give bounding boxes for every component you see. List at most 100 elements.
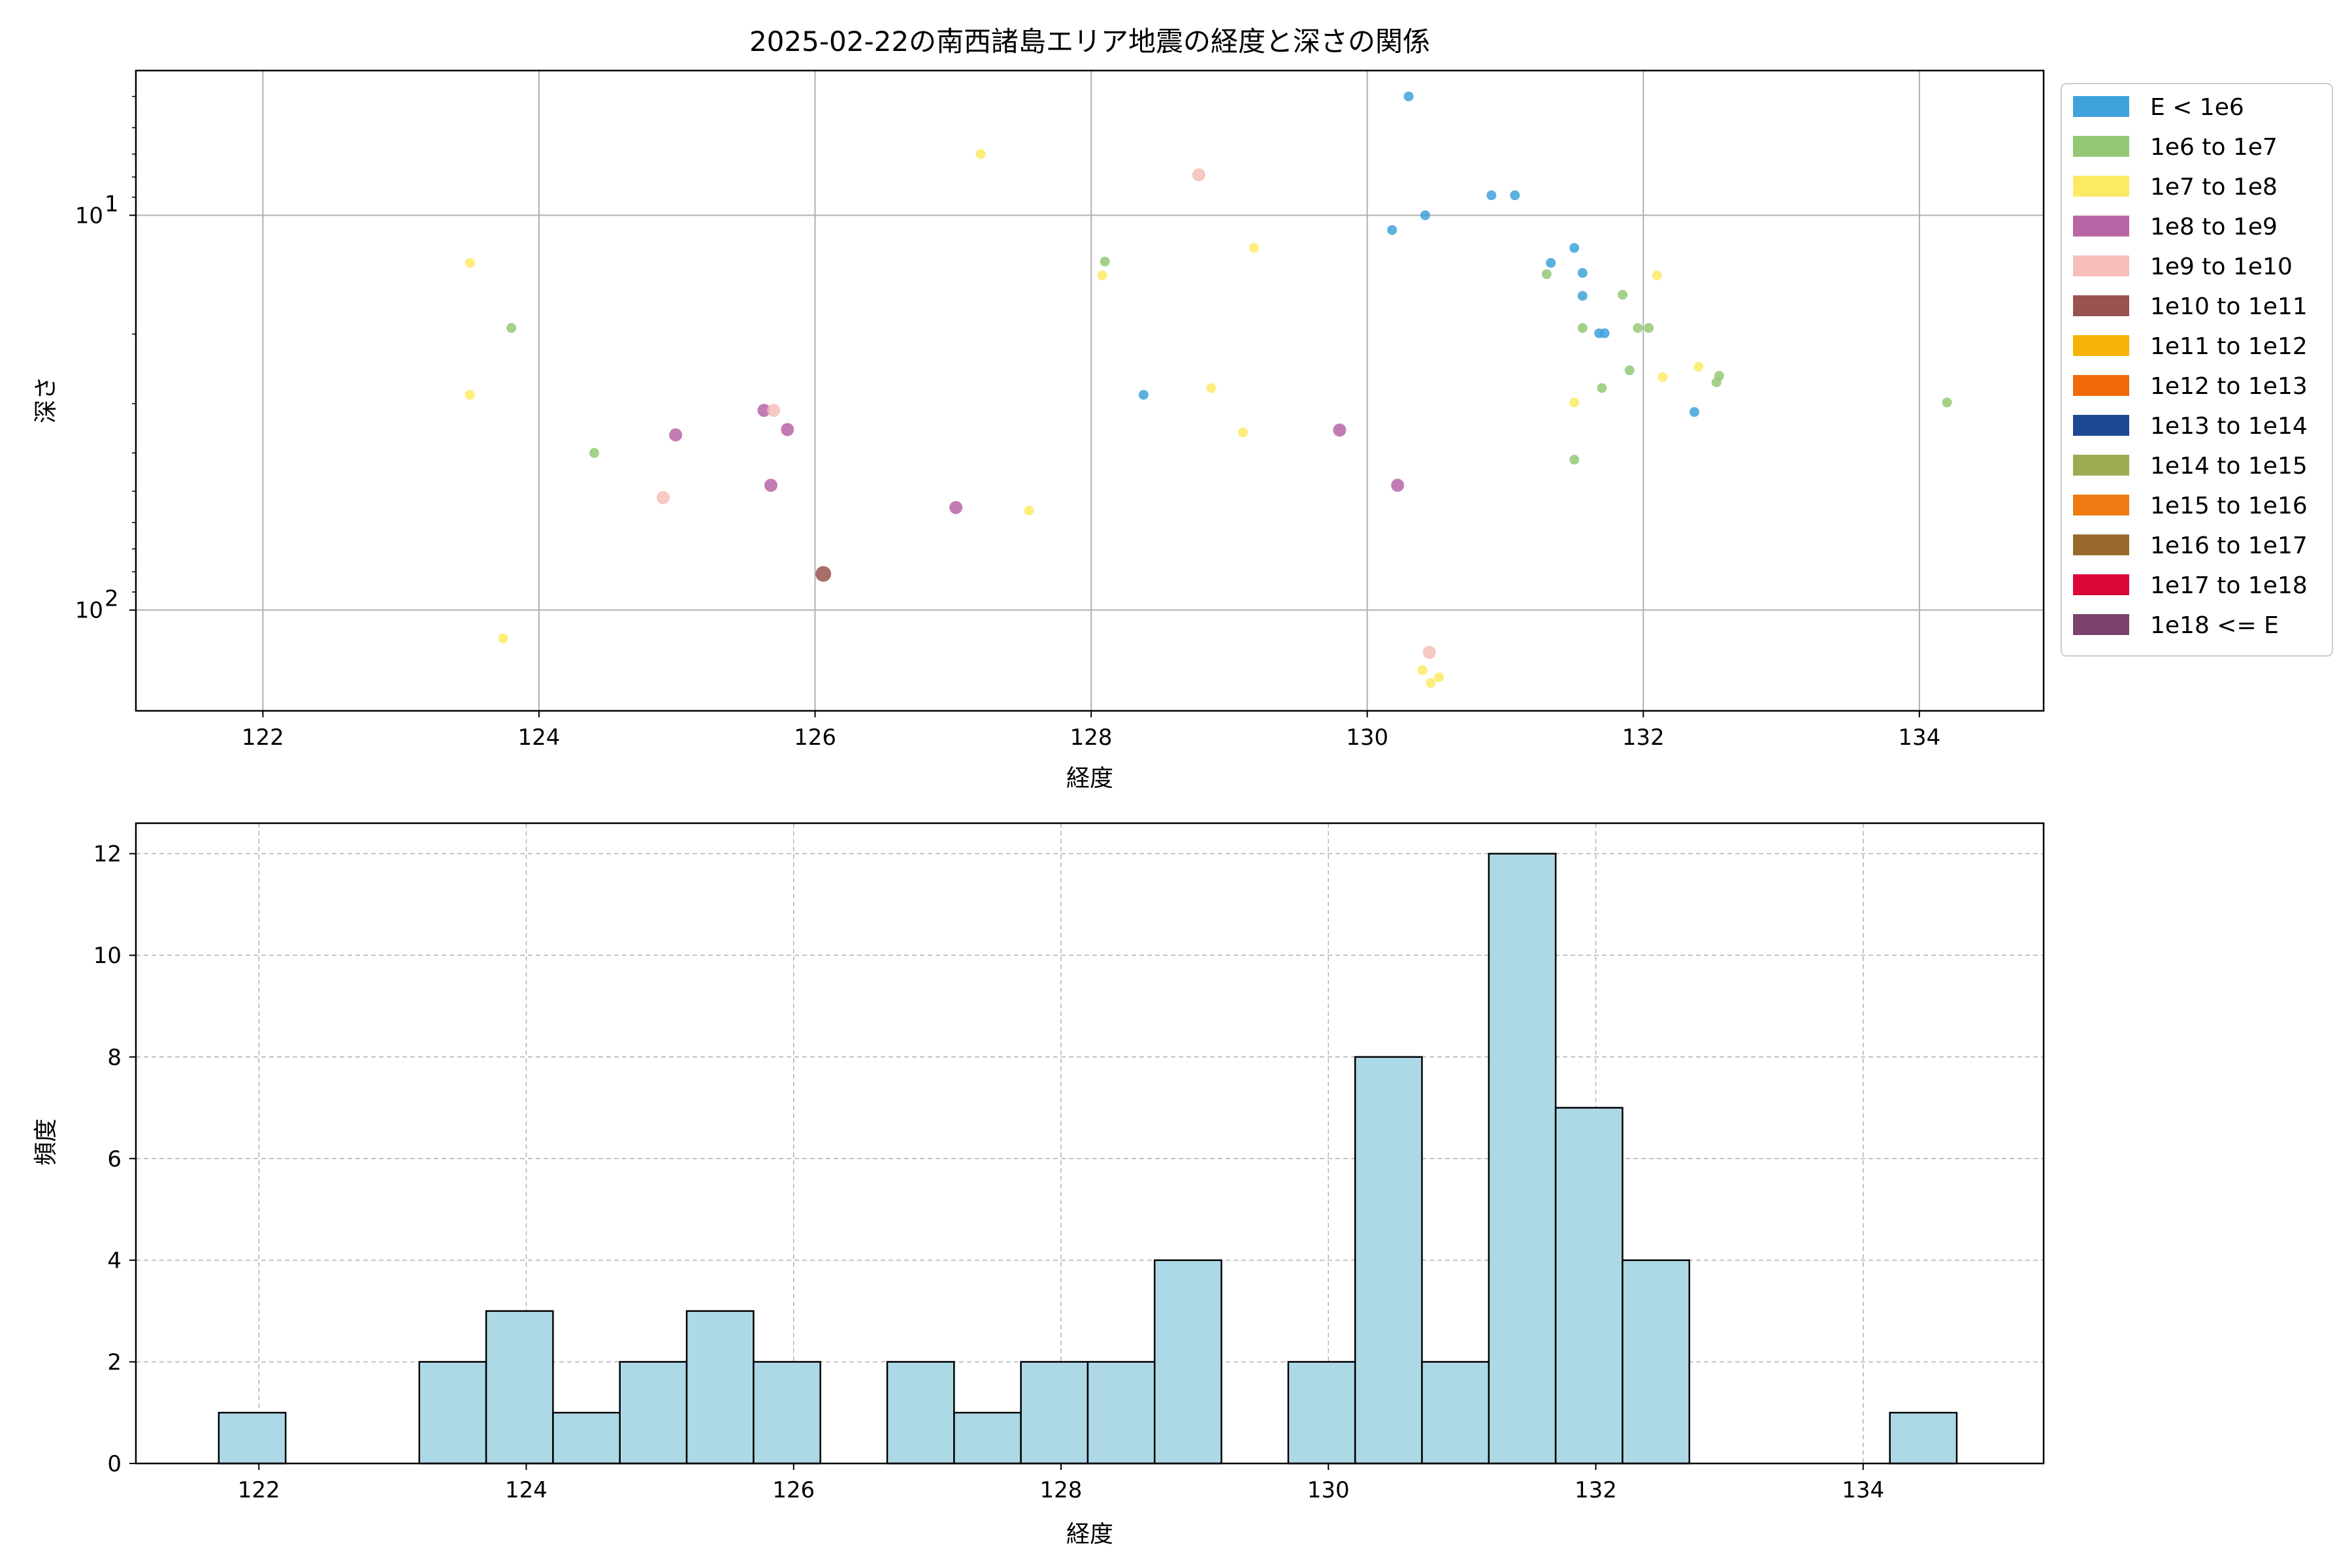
legend-swatch [2073, 255, 2129, 276]
legend-label: 1e7 to 1e8 [2150, 174, 2278, 201]
scatter-point [1541, 269, 1552, 280]
hist-bar [1153, 1259, 1222, 1465]
hist-bar [1421, 1361, 1490, 1465]
scatter-point [506, 323, 517, 333]
hist-y-tick-label: 12 [93, 841, 122, 868]
scatter-point [1644, 323, 1654, 333]
hist-bar [1622, 1259, 1690, 1465]
scatter-x-tick-label: 134 [1898, 725, 1940, 751]
scatter-point [1192, 168, 1205, 182]
legend-swatch [2073, 176, 2129, 197]
scatter-x-tick-label: 122 [242, 725, 284, 751]
scatter-x-tick-label: 124 [518, 725, 561, 751]
hist-bar [1020, 1361, 1089, 1465]
legend-swatch [2073, 495, 2129, 515]
hist-ylabel: 頻度 [33, 1119, 59, 1166]
hist-bar [685, 1310, 755, 1465]
chart-title: 2025-02-22の南西諸島エリア地震の経度と深さの関係 [749, 25, 1430, 57]
legend-swatch [2073, 375, 2129, 396]
scatter-point [1097, 270, 1107, 281]
scatter-point [1249, 243, 1259, 253]
hist-xlabel: 経度 [1066, 1521, 1113, 1548]
scatter-x-tick-label: 126 [794, 725, 836, 751]
scatter-point [1569, 397, 1580, 408]
legend-swatch [2073, 136, 2129, 157]
legend-swatch [2073, 295, 2129, 316]
hist-y-tick-label: 8 [107, 1045, 122, 1071]
scatter-point [1942, 397, 1952, 408]
legend-label: E < 1e6 [2150, 94, 2244, 121]
scatter-point [1689, 407, 1699, 417]
scatter-point [1403, 91, 1414, 102]
scatter-point [1417, 665, 1428, 676]
legend-label: 1e10 to 1e11 [2150, 293, 2308, 320]
scatter-ylabel: 深さ [33, 376, 59, 423]
scatter-point [1599, 328, 1610, 338]
legend-swatch [2073, 335, 2129, 356]
legend-box [2061, 83, 2333, 657]
scatter-point [781, 423, 794, 436]
legend-label: 1e15 to 1e16 [2150, 493, 2308, 519]
hist-bar [953, 1411, 1022, 1465]
scatter-point [1387, 225, 1397, 235]
scatter-point [1652, 270, 1662, 281]
hist-y-tick-label: 0 [107, 1451, 122, 1477]
scatter-point [465, 389, 475, 400]
hist-x-tick-label: 122 [238, 1477, 280, 1503]
hist-bar [1488, 853, 1557, 1465]
legend-label: 1e17 to 1e18 [2150, 572, 2308, 599]
hist-bar [418, 1361, 487, 1465]
scatter-axes-frame [135, 69, 2045, 712]
histogram-plot: 経度 頻度 0 2 4 6 8 10 12 122 124 126 128 130 132 134 [33, 822, 2045, 1548]
scatter-point [767, 404, 781, 417]
scatter-point [1024, 506, 1034, 516]
legend-swatch [2073, 96, 2129, 117]
legend-label: 1e14 to 1e15 [2150, 453, 2308, 480]
scatter-point [1714, 370, 1724, 381]
scatter-point [1420, 210, 1430, 220]
legend: E < 1e6 1e6 to 1e7 1e7 to 1e8 1e8 to 1e9 1e9… [2061, 83, 2333, 657]
scatter-point [465, 257, 475, 268]
scatter-point [1238, 427, 1249, 438]
hist-bar [1086, 1361, 1156, 1465]
scatter-point [757, 404, 771, 417]
legend-label: 1e6 to 1e7 [2150, 134, 2278, 161]
scatter-point [1618, 289, 1628, 300]
scatter-y-tick-exponent: 2 [105, 586, 119, 612]
hist-bar [753, 1361, 821, 1465]
hist-x-tick-label: 124 [505, 1477, 547, 1503]
hist-x-tick-label: 126 [772, 1477, 815, 1503]
legend-label: 1e16 to 1e17 [2150, 532, 2308, 559]
hist-bar [485, 1310, 554, 1465]
scatter-x-tick-label: 132 [1622, 725, 1665, 751]
scatter-point [1577, 323, 1588, 333]
scatter-point [1138, 389, 1149, 400]
legend-label: 1e8 to 1e9 [2150, 214, 2278, 240]
scatter-point [1426, 678, 1436, 688]
scatter-point [1624, 365, 1635, 376]
legend-swatch [2073, 415, 2129, 436]
scatter-point [1577, 268, 1588, 278]
hist-bar [1889, 1411, 1958, 1465]
hist-y-tick-label: 4 [107, 1248, 122, 1274]
legend-swatch [2073, 614, 2129, 635]
hist-x-tick-label: 132 [1575, 1477, 1617, 1503]
hist-bar [218, 1411, 287, 1465]
scatter-point [1486, 190, 1497, 201]
hist-x-tick-label: 128 [1040, 1477, 1083, 1503]
scatter-point [949, 500, 963, 514]
hist-bar [886, 1361, 955, 1465]
scatter-point [1693, 361, 1704, 372]
scatter-point [1577, 291, 1588, 301]
scatter-point [669, 428, 683, 442]
scatter-point [815, 566, 832, 582]
scatter-point [1510, 190, 1520, 201]
scatter-point [1434, 672, 1445, 683]
scatter-point [1569, 455, 1580, 465]
scatter-point [1633, 323, 1643, 333]
scatter-point [1597, 383, 1607, 393]
legend-swatch [2073, 574, 2129, 595]
scatter-point [1100, 256, 1110, 267]
